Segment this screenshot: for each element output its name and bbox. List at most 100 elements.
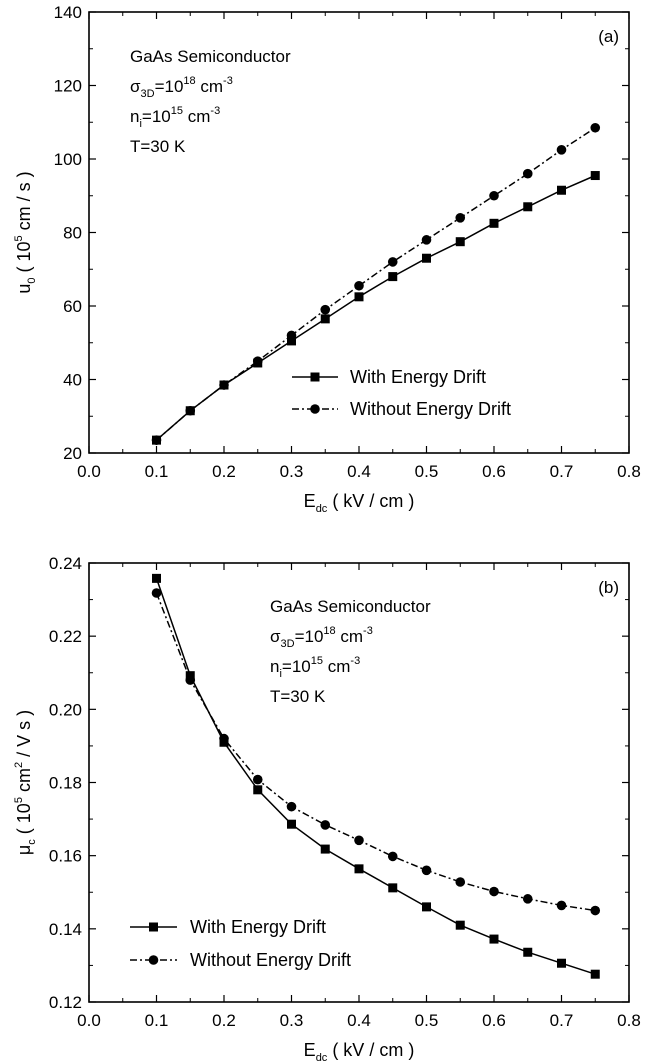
x-tick-label: 0.1 xyxy=(145,1011,169,1030)
x-tick-label: 0.5 xyxy=(415,462,439,481)
x-tick-label: 0.6 xyxy=(482,462,506,481)
y-tick-label: 140 xyxy=(54,3,82,22)
x-tick-label: 0.1 xyxy=(145,462,169,481)
data-point-square xyxy=(354,292,364,302)
data-point-square xyxy=(388,883,398,893)
data-point-square xyxy=(455,920,465,930)
data-point-circle xyxy=(522,894,533,904)
annotation-density: ni=1015 cm-3 xyxy=(130,105,220,130)
data-point-circle xyxy=(354,280,364,291)
data-point-circle xyxy=(320,820,331,830)
data-point-square xyxy=(152,573,161,583)
data-point-circle xyxy=(151,435,162,445)
data-point-square xyxy=(287,336,296,346)
data-point-square xyxy=(590,969,600,979)
y-axis-label: u0 ( 105 cm / s ) xyxy=(13,171,38,293)
data-point-square xyxy=(388,272,398,282)
x-tick-label: 0.7 xyxy=(550,1011,574,1030)
data-point-square xyxy=(523,947,533,957)
data-point-circle xyxy=(252,774,263,785)
data-point-circle xyxy=(219,380,229,390)
x-tick-label: 0.5 xyxy=(415,1011,439,1030)
y-tick-label: 80 xyxy=(63,224,82,243)
data-point-circle xyxy=(354,835,364,846)
data-point-circle xyxy=(286,330,297,341)
legend-marker-circle xyxy=(310,404,320,414)
x-tick-label: 0.0 xyxy=(77,462,101,481)
data-point-circle xyxy=(489,886,499,897)
x-axis-label: Edc ( kV / cm ) xyxy=(304,491,415,515)
x-tick-label: 0.3 xyxy=(280,1011,304,1030)
data-point-square xyxy=(557,185,566,195)
legend-label-2: Without Energy Drift xyxy=(350,399,511,419)
data-point-square xyxy=(489,934,499,944)
data-point-square xyxy=(320,314,330,324)
data-point-circle xyxy=(320,304,331,315)
x-tick-label: 0.2 xyxy=(212,462,236,481)
y-tick-label: 0.20 xyxy=(49,700,82,719)
y-tick-label: 0.22 xyxy=(49,627,82,646)
data-point-square xyxy=(455,237,465,247)
y-tick-label: 0.14 xyxy=(49,920,82,939)
data-point-square xyxy=(287,819,296,829)
y-tick-label: 100 xyxy=(54,150,82,169)
data-point-circle xyxy=(286,801,297,812)
data-point-square xyxy=(320,844,330,854)
data-point-square xyxy=(523,202,533,212)
data-point-circle xyxy=(185,405,196,416)
data-point-circle xyxy=(252,356,263,366)
annotation-density: ni=1015 cm-3 xyxy=(270,655,360,680)
data-point-circle xyxy=(185,675,196,685)
legend-marker-square xyxy=(149,922,158,932)
y-axis-label: μc ( 105 cm2 / V s ) xyxy=(13,710,38,855)
data-point-circle xyxy=(522,168,533,179)
data-point-circle xyxy=(455,213,466,223)
data-point-circle xyxy=(421,865,432,876)
series-line-2 xyxy=(156,127,596,441)
x-tick-label: 0.2 xyxy=(212,1011,236,1030)
data-point-circle xyxy=(590,905,601,916)
y-tick-label: 0.16 xyxy=(49,847,82,866)
annotation-material: GaAs Semiconductor xyxy=(270,597,431,616)
annotation-temperature: T=30 K xyxy=(130,137,186,156)
y-tick-label: 0.24 xyxy=(49,554,82,573)
data-point-circle xyxy=(590,122,601,133)
y-tick-label: 120 xyxy=(54,77,82,96)
panel-label: (b) xyxy=(598,578,619,597)
data-point-circle xyxy=(455,877,466,887)
data-point-square xyxy=(422,902,431,912)
data-point-square xyxy=(422,253,431,263)
data-point-circle xyxy=(489,190,499,201)
annotation-temperature: T=30 K xyxy=(270,687,326,706)
x-tick-label: 0.4 xyxy=(347,462,371,481)
data-point-square xyxy=(489,218,499,228)
data-point-square xyxy=(253,785,263,795)
legend-marker-circle xyxy=(148,955,159,965)
data-point-circle xyxy=(387,257,398,267)
legend-label-1: With Energy Drift xyxy=(350,367,486,387)
x-tick-label: 0.7 xyxy=(550,462,574,481)
y-tick-label: 60 xyxy=(63,297,82,316)
x-tick-label: 0.6 xyxy=(482,1011,506,1030)
x-axis-label: Edc ( kV / cm ) xyxy=(304,1040,415,1063)
data-point-circle xyxy=(387,851,398,862)
chart-panel-a: 0.0 0.1 0.2 0.3 0.4 0.5 0.6 0.7 0.8 20 40 60 80 100 12… xyxy=(13,3,641,515)
annotation-doping: σ3D=1018 cm-3 xyxy=(270,625,373,650)
annotation-material: GaAs Semiconductor xyxy=(130,47,291,66)
data-point-circle xyxy=(421,235,432,245)
series-line-2 xyxy=(155,592,596,912)
x-tick-label: 0.4 xyxy=(347,1011,371,1030)
legend-label-1: With Energy Drift xyxy=(190,917,326,937)
data-point-circle xyxy=(556,145,567,155)
y-tick-label: 20 xyxy=(63,444,82,463)
x-tick-label: 0.8 xyxy=(617,462,641,481)
y-tick-label: 40 xyxy=(63,371,82,390)
data-point-circle xyxy=(151,588,162,598)
x-tick-label: 0.0 xyxy=(77,1011,101,1030)
data-point-circle xyxy=(219,733,229,744)
y-tick-label: 0.18 xyxy=(49,774,82,793)
legend-marker-square xyxy=(310,372,320,382)
data-point-circle xyxy=(556,900,567,911)
x-tick-label: 0.3 xyxy=(280,462,304,481)
